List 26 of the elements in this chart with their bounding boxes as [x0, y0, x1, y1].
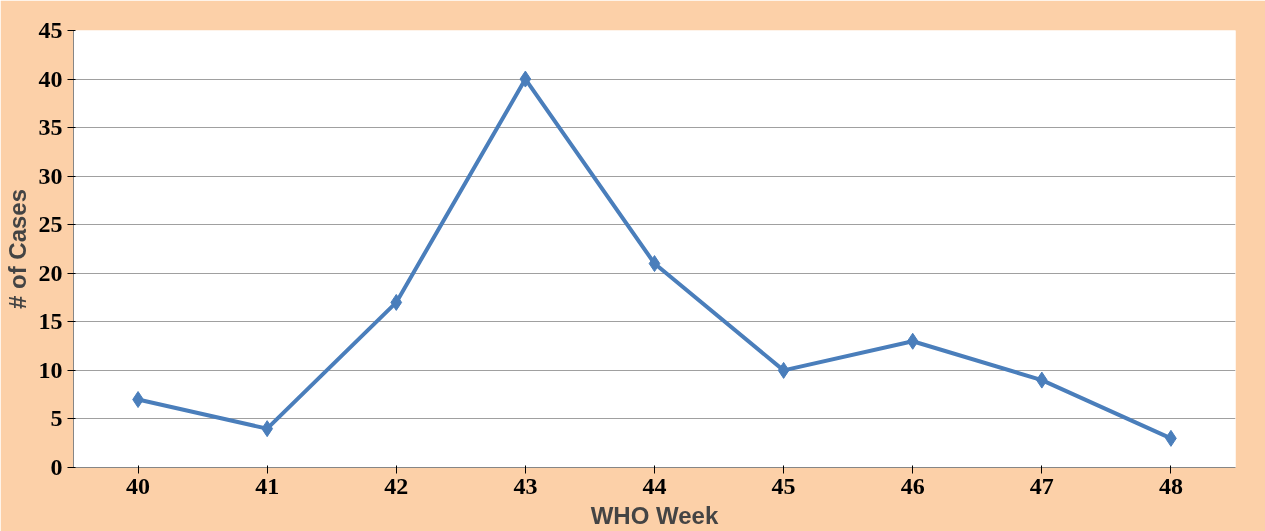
- point: [777, 361, 790, 379]
- x-tick-label: 42: [384, 472, 409, 499]
- y-tick-label: 25: [38, 211, 63, 238]
- x-tick-label: 45: [771, 472, 796, 499]
- x-tick-label: 46: [900, 472, 925, 499]
- y-tick-label: 40: [38, 65, 63, 92]
- x-tick-label: 47: [1029, 472, 1054, 499]
- y-tick-label: 35: [38, 114, 63, 141]
- x-axis-title: WHO Week: [590, 501, 719, 529]
- x-tick-label: 44: [642, 472, 667, 499]
- y-tick-label: 15: [38, 308, 63, 335]
- point: [648, 255, 661, 273]
- x-tick-label: 43: [513, 472, 538, 499]
- y-axis-title: # of Cases: [3, 188, 31, 310]
- y-tick-label: 20: [38, 259, 63, 286]
- point: [390, 293, 403, 311]
- x-tick-label: 40: [126, 472, 151, 499]
- x-tick-label: 41: [255, 472, 280, 499]
- y-tick-label: 45: [38, 17, 63, 43]
- point: [906, 332, 919, 350]
- y-tick-label: 30: [38, 162, 63, 189]
- y-tick-label: 0: [50, 454, 63, 480]
- y-tick-label: 5: [50, 405, 63, 432]
- point: [519, 70, 532, 88]
- y-tick-label: 10: [38, 356, 63, 383]
- x-tick-label: 48: [1158, 472, 1183, 499]
